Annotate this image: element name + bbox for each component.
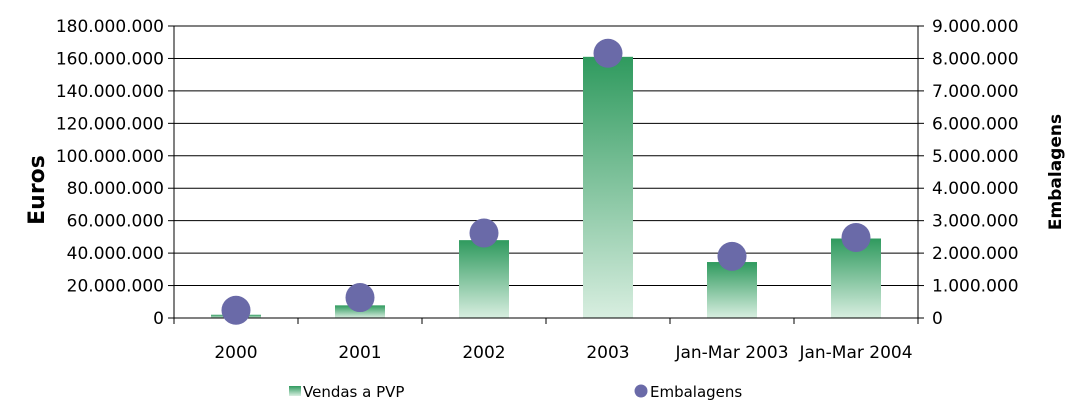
x-tick-label: 2000 [214,343,257,363]
point [469,218,499,248]
bar [583,56,633,318]
legend-item-bars: Vendas a PVP [289,383,404,401]
y-tick-label-right: 9.000.000 [932,17,1019,37]
point-series [221,38,871,325]
x-tick-label: 2002 [462,343,505,363]
point [717,241,747,271]
x-tick-label: 2001 [338,343,381,363]
point [593,38,623,68]
y-tick-label-left: 60.000.000 [67,212,164,232]
tick-labels: 0 0 20.000.000 1.000.000 40.000.000 2.000.000… [56,17,1019,363]
legend-swatch-points [634,384,648,398]
legend-swatch-bars [289,386,301,396]
y-tick-label-right: 3.000.000 [932,212,1019,232]
bar [459,240,509,318]
y-tick-label-left: 180.000.000 [56,17,164,37]
grid-lines [174,25,918,287]
point [841,223,871,253]
axes [168,25,924,324]
y-tick-label-left: 120.000.000 [56,114,164,134]
point [345,283,375,313]
y-tick-label-left: 160.000.000 [56,49,164,69]
y-tick-label-left: 140.000.000 [56,82,164,102]
bar [707,262,757,318]
point [221,295,251,325]
y-tick-label-right: 6.000.000 [932,114,1019,134]
y-tick-label-left: 40.000.000 [67,244,164,264]
y-tick-label-right: 7.000.000 [932,82,1019,102]
x-tick-label: Jan-Mar 2003 [674,343,788,363]
y-tick-label-left: 80.000.000 [67,179,164,199]
y-tick-label-right: 1.000.000 [932,277,1019,297]
legend-label-points: Embalagens [650,383,742,401]
y-tick-label-right: 5.000.000 [932,147,1019,167]
y-tick-label-left: 0 [153,309,164,329]
y-axis-title-right: Embalagens [1046,114,1066,230]
y-tick-label-right: 4.000.000 [932,179,1019,199]
x-tick-label: 2003 [586,343,629,363]
legend-item-points: Embalagens [634,383,742,401]
x-tick-label: Jan-Mar 2004 [798,343,912,363]
y-tick-label-right: 2.000.000 [932,244,1019,264]
y-tick-label-left: 20.000.000 [67,277,164,297]
y-axis-title-left: Euros [25,155,50,225]
y-tick-label-right: 8.000.000 [932,49,1019,69]
legend: Vendas a PVP Embalagens [289,383,742,401]
y-tick-label-left: 100.000.000 [56,147,164,167]
legend-label-bars: Vendas a PVP [303,383,404,401]
bar-series [211,56,881,318]
y-tick-label-right: 0 [932,309,943,329]
